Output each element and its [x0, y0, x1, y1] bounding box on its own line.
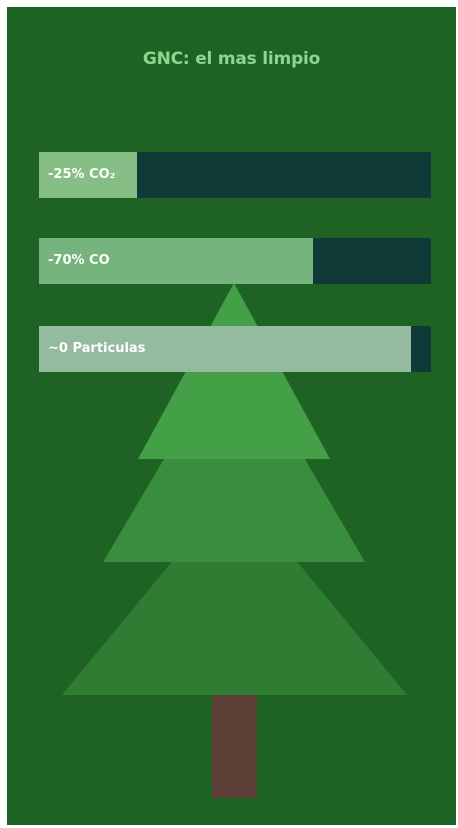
bar-label: -70% CO	[48, 253, 110, 268]
bar-label: ~0 Particulas	[48, 341, 146, 356]
pine-tree-icon	[62, 283, 407, 798]
bar	[39, 152, 137, 198]
bar-label: -25% CO₂	[48, 167, 116, 182]
tree-trunk	[212, 695, 257, 798]
bar-row: -70% CO	[39, 238, 431, 284]
tree-layer-bottom	[62, 547, 407, 695]
bar	[39, 326, 412, 372]
tree-layer-middle	[103, 437, 365, 562]
bar-row: ~0 Particulas	[39, 326, 431, 372]
bar	[39, 238, 314, 284]
chart-title: GNC: el mas limpio	[142, 49, 321, 69]
bar-row: -25% CO₂	[39, 152, 431, 198]
infographic-panel: GNC: el mas limpio -25% CO₂ -70% CO ~0 Par…	[7, 7, 456, 825]
